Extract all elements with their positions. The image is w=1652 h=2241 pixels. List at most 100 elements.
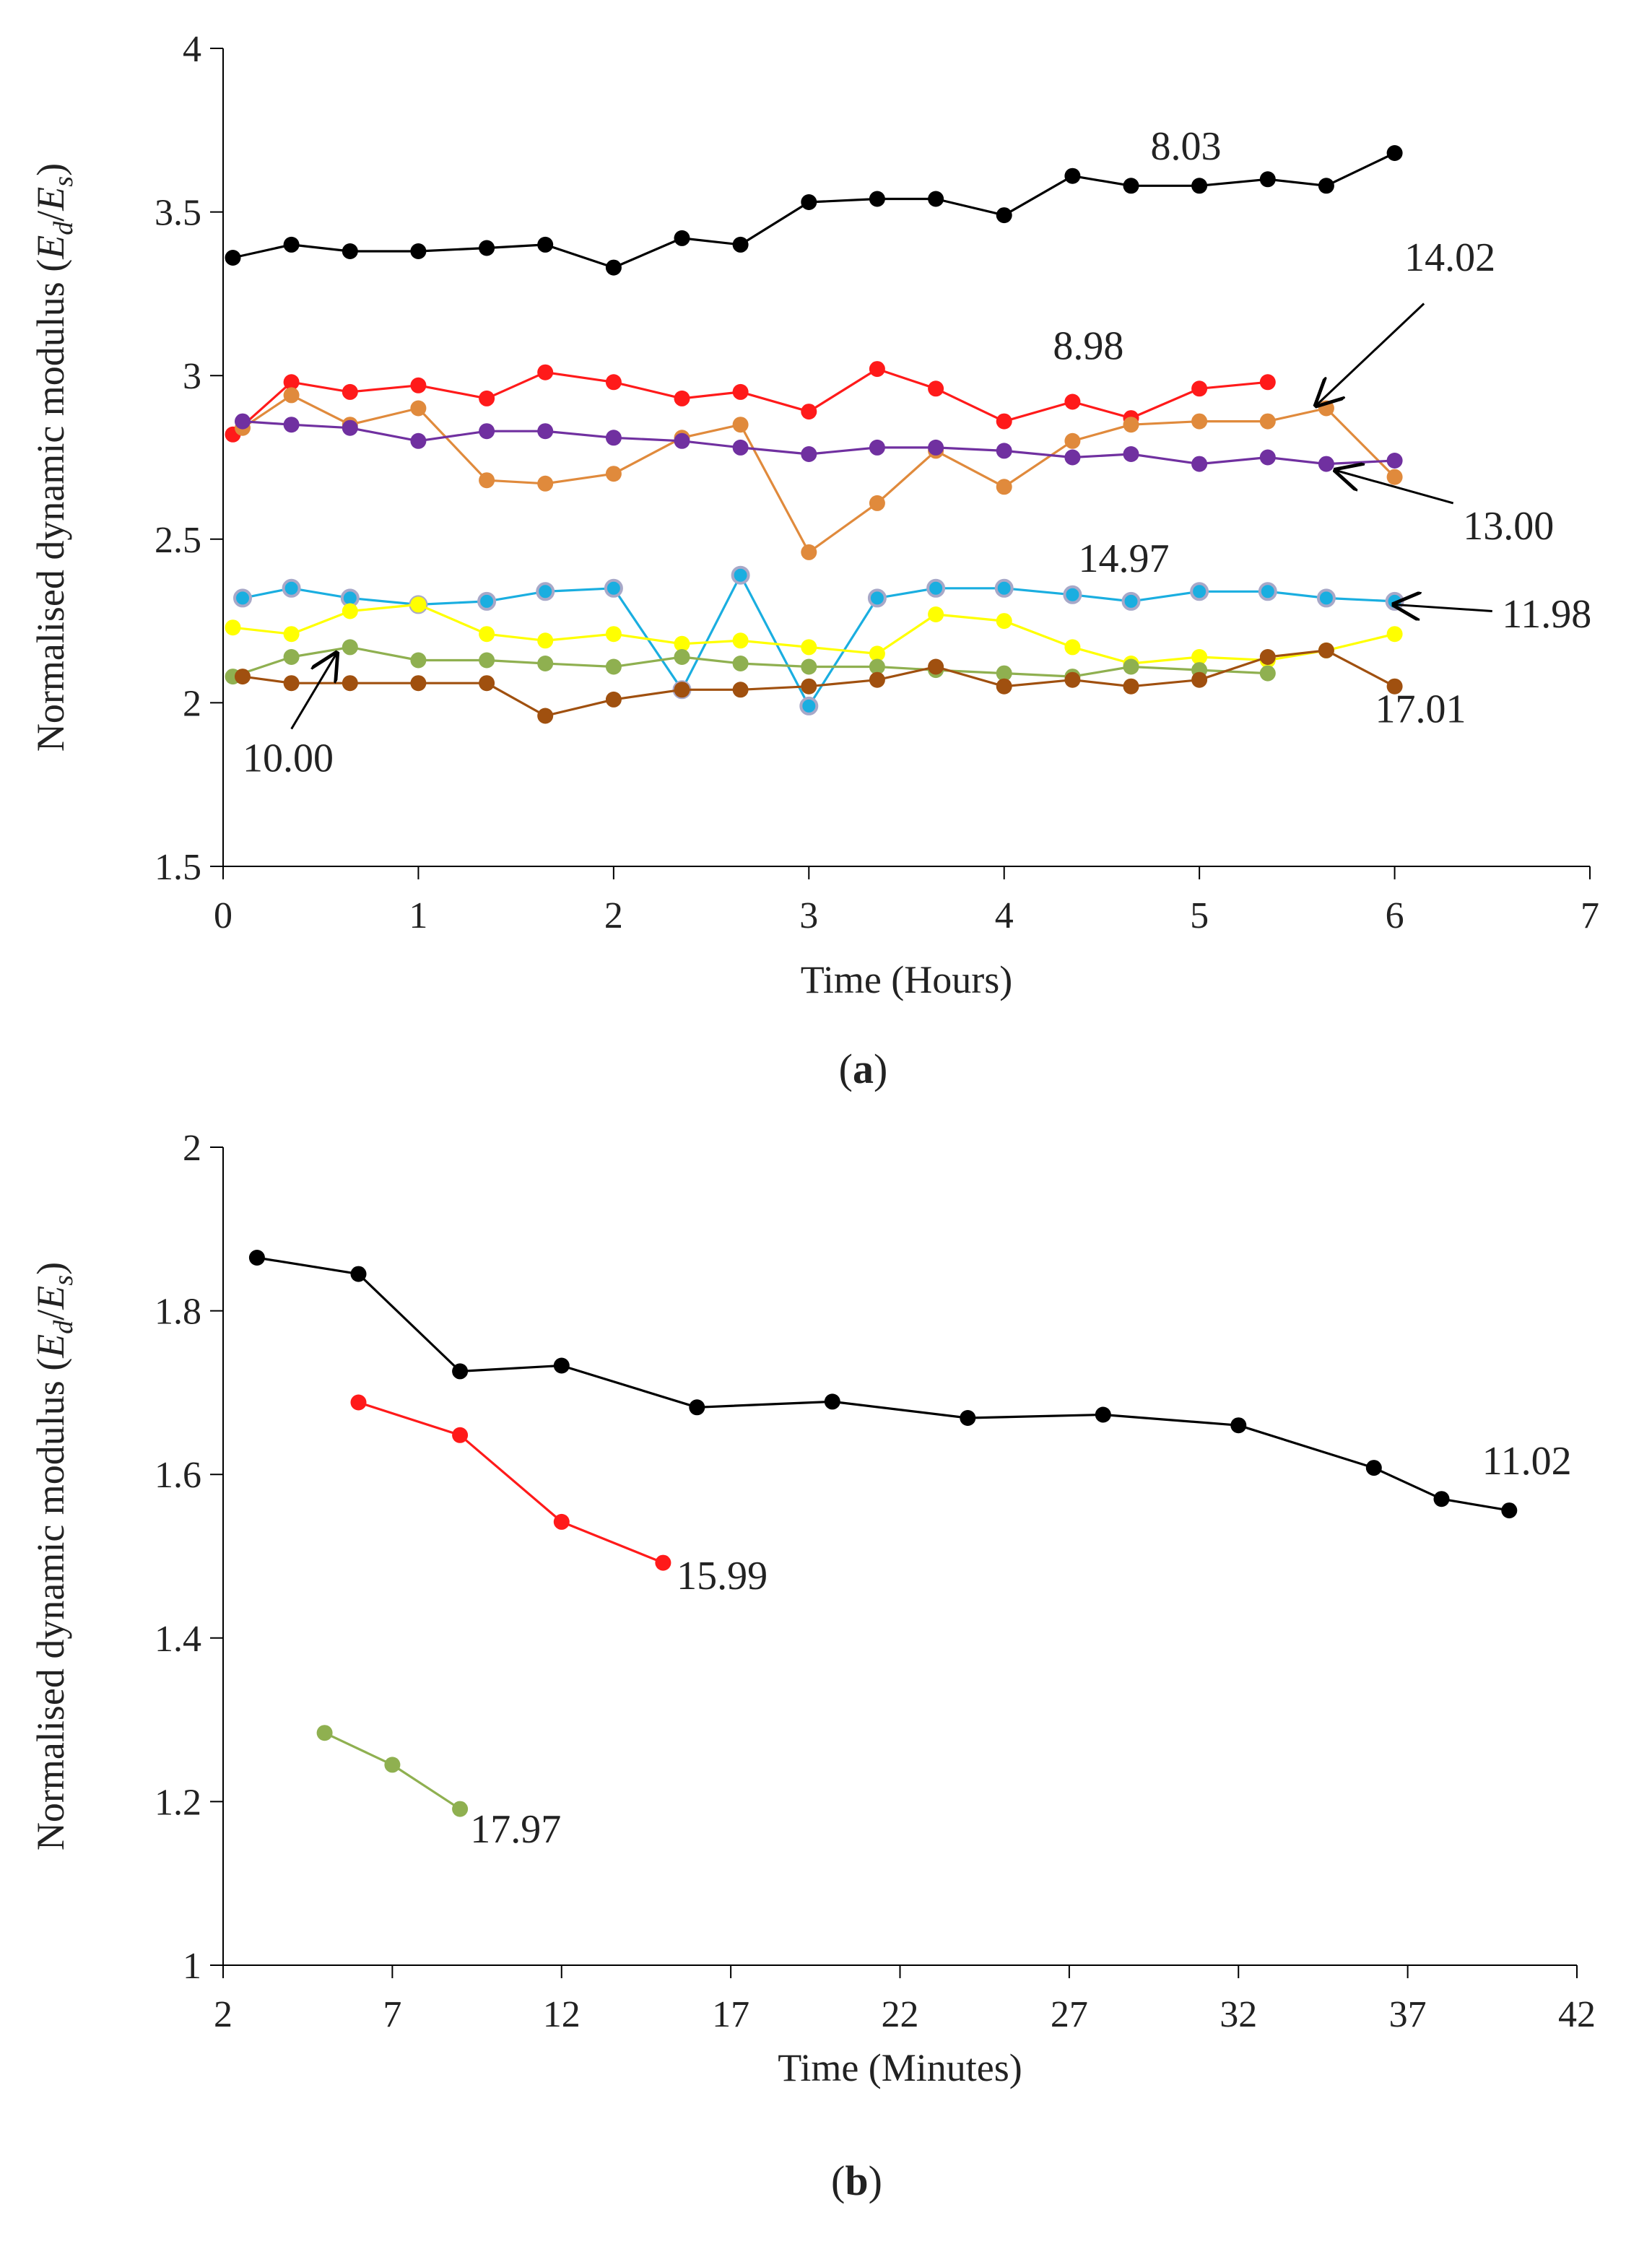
annotation-label: 8.03 [1151, 124, 1222, 169]
data-point [605, 374, 622, 391]
data-point [1123, 446, 1139, 462]
data-point [342, 419, 358, 436]
data-point [1259, 171, 1276, 188]
data-point [801, 404, 817, 420]
data-point [732, 632, 749, 649]
data-point [996, 413, 1012, 430]
series-line [256, 1256, 1510, 1512]
data-point [801, 194, 817, 210]
data-point [1063, 585, 1082, 604]
data-point [342, 603, 358, 619]
data-point [479, 423, 495, 440]
data-point [1191, 456, 1208, 472]
annotation-label: 11.02 [1482, 1439, 1572, 1484]
data-point [235, 669, 251, 685]
data-point [1259, 374, 1276, 391]
series-17.01 [235, 642, 1403, 724]
data-point [732, 439, 749, 456]
data-point [283, 649, 300, 665]
data-point [350, 1394, 367, 1411]
data-point [869, 671, 885, 688]
data-point [1258, 582, 1277, 601]
data-point [1191, 649, 1208, 665]
data-point [452, 1427, 469, 1443]
series-line [232, 152, 1396, 269]
x-tick-label: 2 [214, 1994, 232, 2035]
data-point [342, 243, 358, 259]
data-point [1064, 393, 1081, 410]
data-point [801, 446, 817, 462]
data-point [674, 635, 690, 652]
data-point [1064, 639, 1081, 656]
x-tick-label: 0 [214, 895, 232, 936]
data-point [996, 613, 1012, 630]
x-tick-label: 1 [409, 895, 427, 936]
y-tick-label: 2.5 [155, 520, 201, 561]
y-tick-label: 1.5 [155, 847, 201, 888]
data-point [1123, 417, 1139, 433]
panel-caption: (b) [831, 2157, 882, 2204]
arrow-10.00 [290, 653, 336, 730]
data-point [410, 675, 427, 692]
x-tick-label: 2 [604, 895, 623, 936]
data-point [674, 230, 690, 246]
y-axis-title: Normalised dynamic modulus (Ed/Es) [29, 1262, 79, 1850]
data-point [225, 250, 241, 266]
data-point [605, 259, 622, 276]
panel-caption: (a) [839, 1045, 888, 1092]
data-point [869, 191, 885, 207]
x-tick-label: 17 [712, 1994, 749, 2035]
data-point [928, 658, 944, 675]
annotation-label: 17.97 [470, 1807, 561, 1852]
y-tick-label: 1.4 [155, 1619, 201, 1660]
series-8.98 [225, 361, 1276, 443]
data-point [1386, 453, 1403, 469]
data-point [732, 656, 749, 671]
data-point [248, 1250, 265, 1266]
arrow-11.98 [1395, 604, 1492, 611]
data-point [732, 682, 749, 698]
data-point [801, 658, 817, 675]
series-8.03 [225, 145, 1403, 276]
data-point [732, 417, 749, 433]
data-point [553, 1513, 570, 1530]
series-line [232, 367, 1268, 435]
series-line [358, 1401, 664, 1565]
data-point [1191, 380, 1208, 397]
data-point [604, 578, 623, 598]
x-tick-label: 32 [1220, 1994, 1257, 2035]
annotation-label: 15.99 [677, 1554, 768, 1598]
x-tick-label: 4 [995, 895, 1014, 936]
x-axis-title: Time (Hours) [801, 958, 1013, 1001]
data-point [342, 675, 358, 692]
annotation-label: 14.97 [1078, 536, 1169, 581]
data-point [674, 682, 690, 698]
data-point [867, 588, 887, 608]
arrow-14.02 [1316, 303, 1425, 404]
data-point [316, 1725, 333, 1741]
data-point [537, 475, 554, 492]
y-tick-label: 3 [183, 356, 201, 397]
data-point [1259, 649, 1276, 665]
data-point [410, 377, 427, 393]
data-point [960, 1410, 976, 1426]
x-axis-title: Time (Minutes) [778, 2046, 1022, 2089]
data-point [1191, 413, 1208, 430]
data-point [537, 708, 554, 724]
data-point [732, 236, 749, 253]
data-point [233, 588, 252, 608]
data-point [801, 639, 817, 656]
data-point [283, 387, 300, 404]
annotation-label: 8.98 [1053, 324, 1123, 369]
data-point [1191, 671, 1208, 688]
x-tick-label: 3 [799, 895, 818, 936]
data-point [996, 665, 1012, 682]
data-point [235, 413, 251, 430]
data-point [928, 606, 944, 622]
data-point [536, 582, 555, 601]
data-point [479, 472, 495, 489]
data-point [824, 1393, 840, 1410]
data-point [996, 479, 1012, 495]
data-point [689, 1399, 705, 1416]
data-point [1318, 178, 1334, 194]
